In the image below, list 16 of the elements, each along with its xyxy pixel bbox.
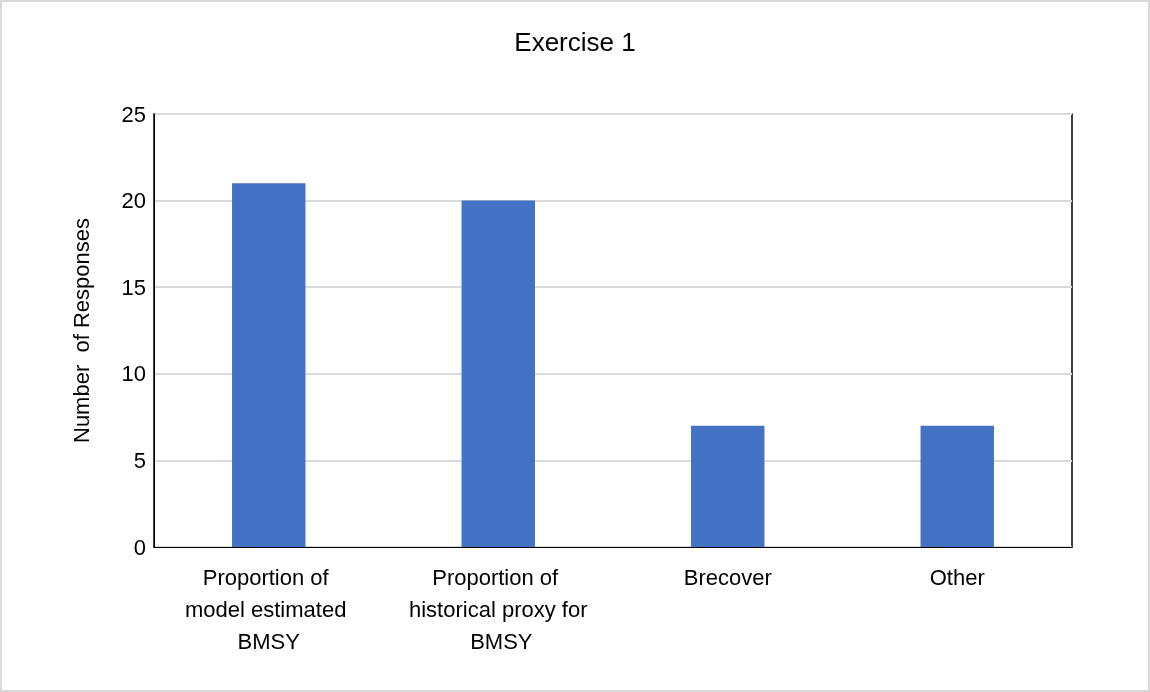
- chart-title: Exercise 1: [514, 27, 636, 57]
- x-tick-label: Other: [929, 564, 985, 590]
- x-tick-label: Proportion of model estimated BMSY: [184, 564, 353, 654]
- y-axis-title: Number of Responses: [68, 218, 94, 443]
- y-tick-label: 20: [121, 188, 146, 214]
- bar: [461, 200, 535, 547]
- x-tick-label: Brecover: [683, 564, 772, 590]
- bar: [691, 425, 765, 547]
- y-tick-label: 10: [121, 361, 146, 387]
- y-tick-label: 0: [133, 534, 146, 560]
- y-tick-label: 25: [121, 101, 146, 127]
- bar: [232, 183, 306, 547]
- y-tick-label: 5: [133, 447, 146, 473]
- x-tick-label: Proportion of historical proxy for BMSY: [408, 564, 588, 654]
- y-tick-label: 15: [121, 274, 146, 300]
- bar: [920, 425, 994, 547]
